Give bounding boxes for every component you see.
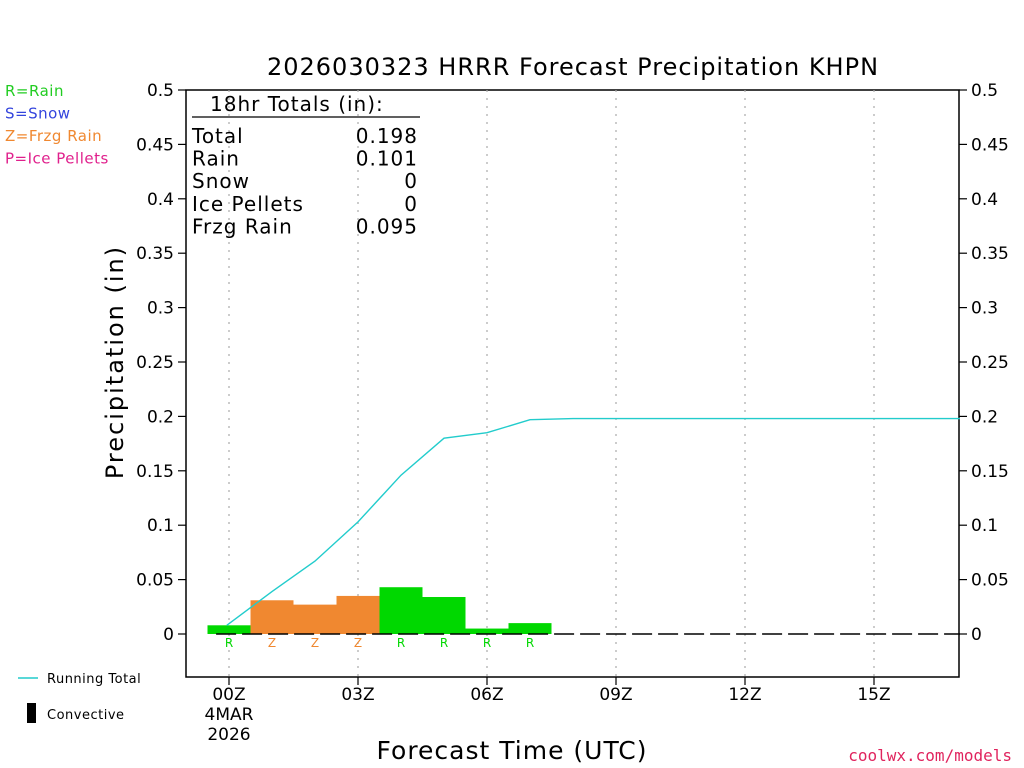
precip-bar-hour-3	[336, 595, 380, 634]
type-legend-s: S=Snow	[5, 105, 71, 123]
x-tick-label-00z: 00Z	[212, 685, 245, 705]
type-legend-p: P=Ice Pellets	[5, 150, 109, 168]
x-date-label-day: 4MAR	[205, 705, 254, 725]
ptype-label-hour-7: R	[526, 636, 534, 650]
totals-row-label: Ice Pellets	[192, 192, 304, 216]
totals-box: 18hr Totals (in): Total 0.198 Rain 0.101 Sno…	[191, 92, 420, 238]
credit-text: coolwx.com/models	[848, 746, 1012, 765]
precip-bar-hour-7	[508, 623, 552, 634]
ptype-label-hour-5: R	[440, 636, 448, 650]
totals-row-label: Total	[191, 124, 244, 148]
totals-row-value: 0.198	[356, 124, 418, 148]
precip-bar-hour-4	[379, 587, 423, 634]
totals-header: 18hr Totals (in):	[210, 92, 384, 116]
hourly-precip-bars	[207, 587, 552, 634]
x-tick-label-15z: 15Z	[857, 685, 890, 705]
y-tick-label-left: 0.1	[147, 516, 174, 536]
y-tick-label-left: 0.15	[136, 462, 174, 482]
y-tick-label-left: 0.05	[136, 571, 174, 591]
chart-title: 2026030323 HRRR Forecast Precipitation K…	[267, 53, 879, 81]
y-tick-label-left: 0.4	[147, 190, 174, 210]
precip-bar-hour-6	[465, 628, 509, 634]
convective-legend-swatch	[27, 703, 36, 723]
y-tick-label-right: 0.3	[971, 299, 998, 319]
precip-bar-hour-5	[422, 597, 466, 634]
y-tick-label-right: 0.4	[971, 190, 998, 210]
totals-row-value: 0	[404, 169, 418, 193]
y-tick-label-right: 0.5	[971, 81, 998, 101]
ptype-label-hour-0: R	[225, 636, 233, 650]
precip-type-legend: R=Rain S=Snow Z=Frzg Rain P=Ice Pellets	[5, 82, 109, 168]
totals-row-value: 0	[404, 192, 418, 216]
grid-lines	[228, 90, 875, 677]
y-tick-label-right: 0.45	[971, 135, 1009, 155]
x-date-label-year: 2026	[207, 725, 250, 745]
bottom-legend: Running Total Convective	[18, 672, 141, 723]
y-tick-label-left: 0.5	[147, 81, 174, 101]
type-legend-r: R=Rain	[5, 82, 64, 100]
convective-legend-label: Convective	[47, 708, 125, 723]
totals-rows: Total 0.198 Rain 0.101 Snow 0 Ice Pellets 0 Frzg…	[191, 124, 418, 238]
x-tick-label-06z: 06Z	[470, 685, 503, 705]
totals-row-label: Snow	[192, 169, 250, 193]
y-axis-label: Precipitation (in)	[101, 245, 129, 479]
ptype-label-hour-4: R	[397, 636, 405, 650]
y-axis-right: 0 0.05 0.1 0.15 0.2 0.25 0.3 0.35 0.4 0.45 0.5	[959, 81, 1009, 645]
ptype-label-hour-1: Z	[268, 636, 276, 650]
totals-row-label: Frzg Rain	[192, 214, 293, 238]
precip-bar-hour-0	[207, 625, 251, 634]
precip-bar-hour-1	[250, 600, 294, 634]
type-legend-z: Z=Frzg Rain	[5, 127, 102, 145]
ptype-label-hour-6: R	[483, 636, 491, 650]
running-total-line	[226, 417, 960, 626]
running-total-legend-label: Running Total	[47, 672, 141, 687]
x-axis-label: Forecast Time (UTC)	[377, 736, 648, 765]
totals-row-label: Rain	[192, 147, 240, 171]
plot-frame	[185, 89, 960, 678]
y-tick-label-left: 0.2	[147, 407, 174, 427]
x-tick-label-12z: 12Z	[728, 685, 761, 705]
running-total-series	[226, 417, 960, 626]
y-tick-label-right: 0.05	[971, 571, 1009, 591]
x-tick-label-03z: 03Z	[341, 685, 374, 705]
ptype-label-hour-2: Z	[311, 636, 319, 650]
ptype-label-hour-3: Z	[354, 636, 362, 650]
y-tick-label-left: 0.3	[147, 299, 174, 319]
totals-row-value: 0.095	[356, 214, 418, 238]
y-tick-label-left: 0.25	[136, 353, 174, 373]
y-tick-label-right: 0.15	[971, 462, 1009, 482]
precip-bar-hour-2	[293, 604, 337, 634]
x-tick-label-09z: 09Z	[599, 685, 632, 705]
totals-row-value: 0.101	[356, 147, 418, 171]
y-tick-label-right: 0	[971, 625, 982, 645]
y-axis-left: 0 0.05 0.1 0.15 0.2 0.25 0.3 0.35 0.4 0.45 0.5	[136, 81, 186, 645]
y-tick-label-right: 0.2	[971, 407, 998, 427]
y-tick-label-left: 0.45	[136, 135, 174, 155]
y-tick-label-right: 0.35	[971, 244, 1009, 264]
y-tick-label-right: 0.25	[971, 353, 1009, 373]
y-tick-label-left: 0	[163, 625, 174, 645]
y-tick-label-right: 0.1	[971, 516, 998, 536]
y-tick-label-left: 0.35	[136, 244, 174, 264]
